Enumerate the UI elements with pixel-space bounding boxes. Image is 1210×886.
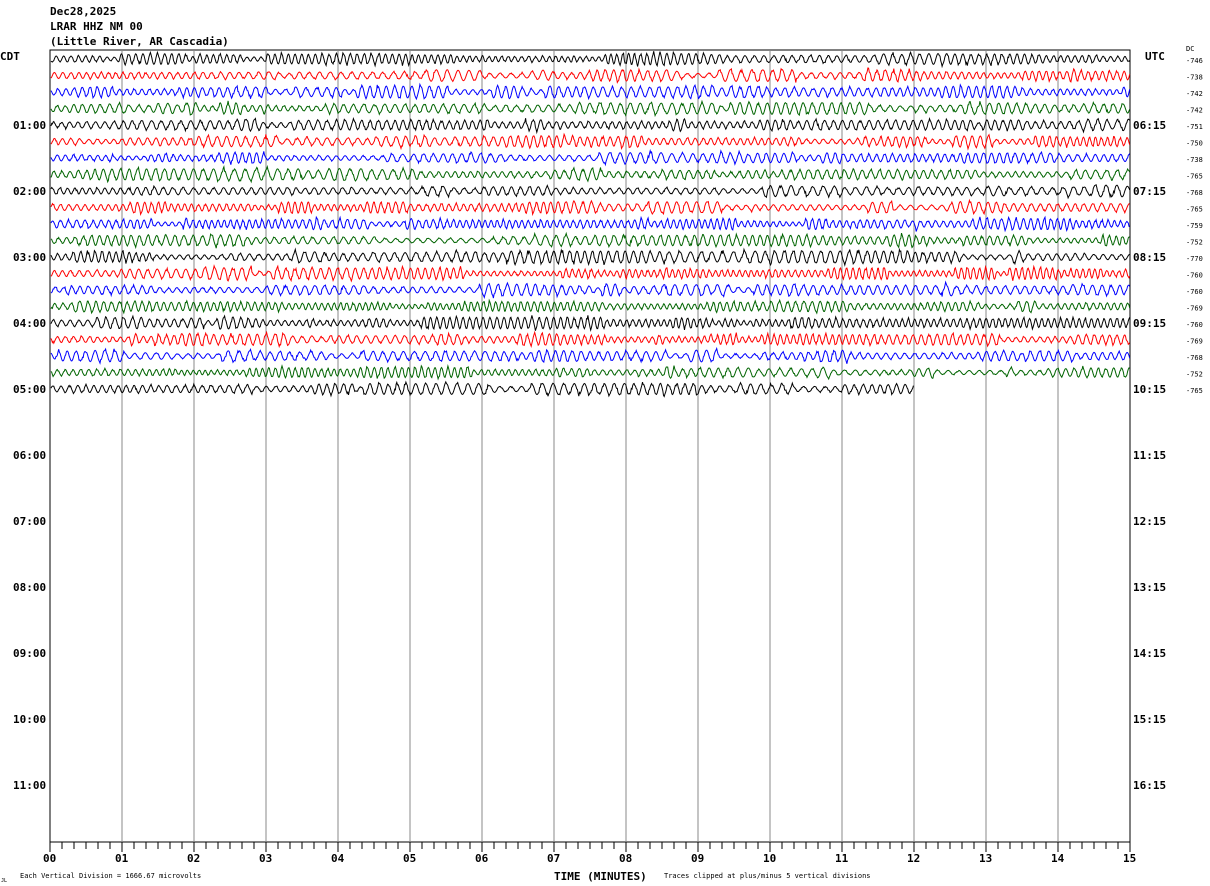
x-axis-label: TIME (MINUTES) xyxy=(554,870,647,883)
x-tick-label: 01 xyxy=(115,852,129,865)
dc-offset-label: -760 xyxy=(1186,321,1203,329)
dc-offset-label: -759 xyxy=(1186,222,1203,230)
dc-offset-label: -769 xyxy=(1186,338,1203,346)
seismic-trace xyxy=(50,231,1130,250)
seismic-trace xyxy=(50,67,1131,84)
x-tick-label: 02 xyxy=(187,852,200,865)
dc-offset-label: -742 xyxy=(1186,107,1203,115)
dc-offset-label: -760 xyxy=(1186,288,1203,296)
cdt-time-label: 04:00 xyxy=(13,317,46,330)
utc-time-label: 08:15 xyxy=(1133,251,1166,264)
dc-offset-label: -769 xyxy=(1186,305,1203,313)
cdt-time-label: 08:00 xyxy=(13,581,46,594)
dc-offset-label: -770 xyxy=(1186,255,1203,263)
cdt-time-label: 10:00 xyxy=(13,713,46,726)
x-tick-label: 03 xyxy=(259,852,272,865)
dc-offset-label: -768 xyxy=(1186,189,1203,197)
utc-time-label: 16:15 xyxy=(1133,779,1166,792)
station-label: LRAR HHZ NM 00 xyxy=(50,20,143,33)
seismic-trace xyxy=(50,264,1131,283)
cdt-time-label: 01:00 xyxy=(13,119,46,132)
dc-offset-label: -752 xyxy=(1186,239,1203,247)
cdt-time-label: 03:00 xyxy=(13,251,46,264)
dc-offset-label: -760 xyxy=(1186,272,1203,280)
seismic-trace xyxy=(50,298,1131,315)
utc-time-label: 10:15 xyxy=(1133,383,1166,396)
utc-time-label: 09:15 xyxy=(1133,317,1166,330)
seismic-trace xyxy=(50,330,1131,349)
utc-time-label: 12:15 xyxy=(1133,515,1166,528)
utc-axis-title: UTC xyxy=(1145,50,1165,63)
dc-offset-label: -765 xyxy=(1186,173,1203,181)
seismic-trace xyxy=(50,116,1131,135)
cdt-axis-title: CDT xyxy=(0,50,20,63)
x-tick-label: 10 xyxy=(763,852,776,865)
cdt-time-label: 05:00 xyxy=(13,383,46,396)
utc-time-label: 15:15 xyxy=(1133,713,1166,726)
cdt-time-label: 11:00 xyxy=(13,779,46,792)
seismic-trace xyxy=(50,164,1131,184)
seismic-trace xyxy=(50,184,1131,200)
clip-note: Traces clipped at plus/minus 5 vertical … xyxy=(664,872,871,880)
dc-offset-label: -742 xyxy=(1186,90,1203,98)
x-tick-label: 06 xyxy=(475,852,489,865)
x-tick-label: 13 xyxy=(979,852,992,865)
seismic-trace xyxy=(50,247,1130,267)
dc-offset-label: -738 xyxy=(1186,156,1203,164)
dc-offset-label: -768 xyxy=(1186,354,1203,362)
cdt-time-label: 07:00 xyxy=(13,515,46,528)
dc-offset-label: -765 xyxy=(1186,206,1203,214)
dc-offset-label: -746 xyxy=(1186,57,1203,65)
utc-time-label: 07:15 xyxy=(1133,185,1166,198)
seismic-trace xyxy=(50,99,1131,118)
seismic-trace xyxy=(50,198,1130,217)
dc-offset-label: -738 xyxy=(1186,74,1203,82)
x-tick-label: 05 xyxy=(403,852,416,865)
utc-time-label: 11:15 xyxy=(1133,449,1166,462)
cdt-time-label: 06:00 xyxy=(13,449,46,462)
date-label: Dec28,2025 xyxy=(50,5,117,18)
cdt-time-label: 02:00 xyxy=(13,185,46,198)
seismic-trace xyxy=(50,82,1131,101)
seismic-trace xyxy=(50,346,1131,365)
dc-offset-label: -751 xyxy=(1186,123,1203,131)
plot-frame xyxy=(49,49,1131,843)
x-tick-label: 09 xyxy=(691,852,704,865)
x-tick-label: 11 xyxy=(835,852,849,865)
utc-time-label: 06:15 xyxy=(1133,119,1166,132)
x-tick-label: 04 xyxy=(331,852,345,865)
dc-title: DC xyxy=(1186,45,1194,53)
utc-time-label: 13:15 xyxy=(1133,581,1166,594)
seismic-trace xyxy=(50,280,1131,300)
x-tick-label: 14 xyxy=(1051,852,1065,865)
x-tick-label: 08 xyxy=(619,852,632,865)
x-tick-label: 07 xyxy=(547,852,560,865)
seismic-trace xyxy=(50,364,1130,381)
x-tick-label: 00 xyxy=(43,852,56,865)
cdt-time-label: 09:00 xyxy=(13,647,46,660)
seismic-trace xyxy=(50,314,1131,332)
location-label: (Little River, AR Cascadia) xyxy=(50,35,229,48)
seismic-trace xyxy=(50,132,1131,151)
dc-offset-label: -765 xyxy=(1186,387,1203,395)
dc-offset-label: -752 xyxy=(1186,371,1203,379)
x-tick-label: 15 xyxy=(1123,852,1136,865)
utc-time-label: 14:15 xyxy=(1133,647,1166,660)
seismic-trace xyxy=(50,50,1131,69)
x-tick-label: 12 xyxy=(907,852,920,865)
scale-note: Each Vertical Division = 1666.67 microvo… xyxy=(20,872,201,880)
seismic-trace xyxy=(50,380,914,398)
seismic-trace xyxy=(50,148,1131,167)
corner-mark: JL xyxy=(1,878,7,884)
dc-offset-label: -750 xyxy=(1186,140,1203,148)
seismic-trace xyxy=(50,215,1130,233)
